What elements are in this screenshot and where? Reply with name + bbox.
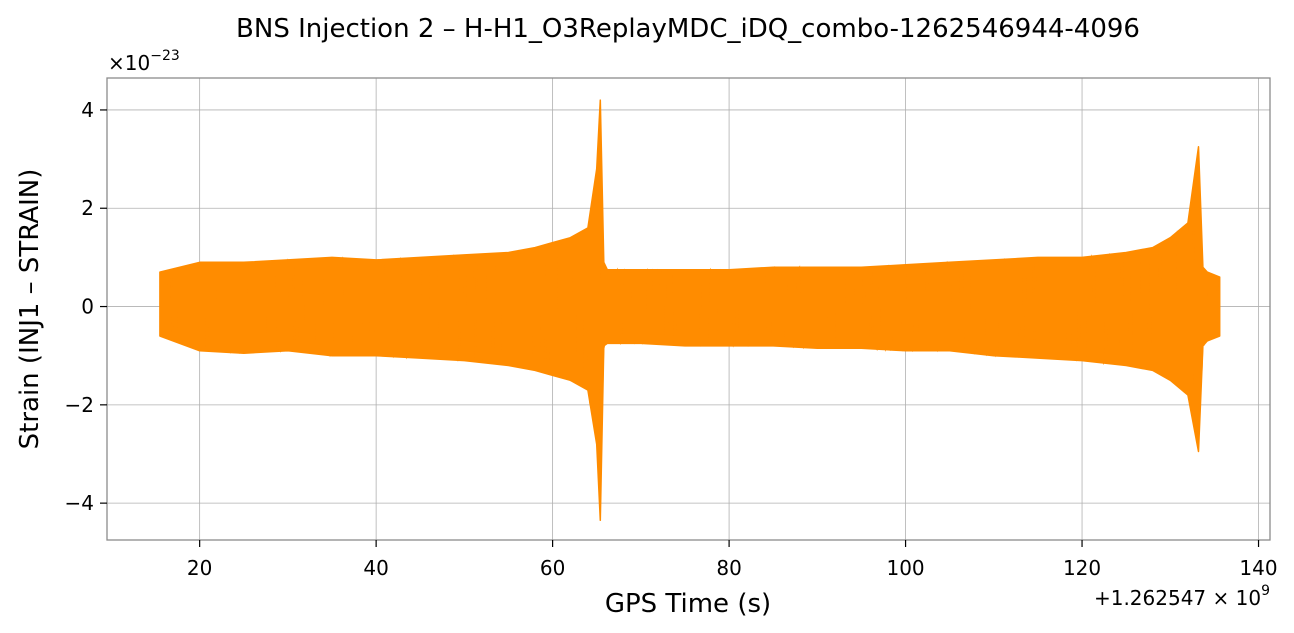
y-scale-factor: ×10−23 <box>108 48 180 75</box>
x-axis-label: GPS Time (s) <box>605 589 771 619</box>
x-tick-label: 120 <box>1063 556 1101 580</box>
axes-frame <box>106 77 1271 541</box>
axis-ticks: 20 40 60 80 100 120 140 −4 −2 0 2 4 <box>65 98 1278 580</box>
y-tick-label: −4 <box>65 491 94 515</box>
x-offset-exponent: 9 <box>1261 583 1270 599</box>
x-tick-label: 40 <box>363 556 388 580</box>
y-scale-base: ×10 <box>108 51 150 75</box>
x-tick-label: 100 <box>886 556 924 580</box>
y-tick-label: 2 <box>81 196 94 220</box>
x-tick-label: 80 <box>716 556 741 580</box>
y-tick-label: −2 <box>65 393 94 417</box>
y-axis-label: Strain (INJ1 – STRAIN) <box>15 169 45 450</box>
strain-signal-line <box>159 118 1220 501</box>
strain-signal-band <box>159 99 1221 522</box>
x-offset-base: +1.262547 × 10 <box>1094 586 1261 610</box>
y-tick-label: 0 <box>81 295 94 319</box>
y-tick-label: 4 <box>81 98 94 122</box>
chart-title: BNS Injection 2 – H-H1_O3ReplayMDC_iDQ_c… <box>236 14 1140 44</box>
x-offset-label: +1.262547 × 109 <box>1094 583 1270 610</box>
x-tick-label: 20 <box>187 556 212 580</box>
plot-area <box>159 99 1221 522</box>
x-tick-label: 140 <box>1239 556 1277 580</box>
x-tick-label: 60 <box>540 556 565 580</box>
y-scale-exponent: −23 <box>150 48 180 64</box>
